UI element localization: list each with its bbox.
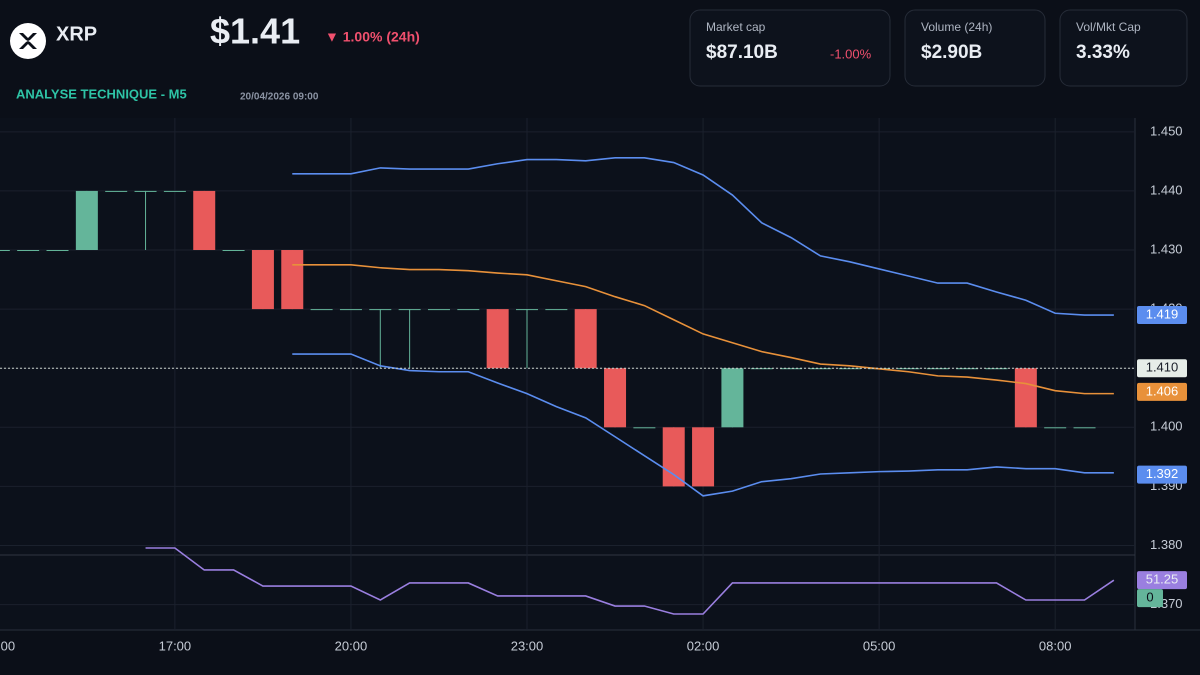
volume-tag (1137, 589, 1163, 608)
timestamp: 20/04/2026 09:00 (240, 92, 319, 103)
oscillator-tag (1137, 571, 1187, 590)
price-tag-label: 1.419 (1146, 306, 1179, 321)
stat-card (1059, 9, 1188, 87)
candle-body (633, 427, 656, 429)
stat-change: -1.00% (830, 46, 872, 61)
y-tick-label: 1.380 (1150, 537, 1183, 552)
plot-area (0, 118, 1135, 630)
section-title: ANALYSE TECHNIQUE - M5 (16, 86, 187, 101)
price-tag-label: 1.392 (1146, 466, 1179, 481)
candle-body (339, 309, 362, 311)
candle-body (163, 190, 186, 192)
stat-card (689, 9, 891, 87)
y-tick-label: 1.450 (1150, 123, 1183, 138)
price-tag-label: 1.410 (1146, 360, 1179, 375)
stat-value: $2.90B (921, 42, 982, 63)
symbol: XRP (56, 23, 97, 45)
candle-body (427, 309, 450, 311)
stat-card (904, 9, 1046, 87)
stat-value: 3.33% (1076, 42, 1130, 63)
price-change: ▼ 1.00% (24h) (325, 29, 420, 45)
price: $1.41 (210, 11, 300, 52)
candle-body (251, 250, 274, 310)
x-tick-label: 08:00 (1039, 638, 1072, 653)
candle-body (457, 309, 480, 311)
price-tag (1137, 359, 1187, 378)
x-tick-label: 05:00 (863, 638, 896, 653)
candle-body (1044, 427, 1067, 429)
oscillator-line (145, 547, 1115, 615)
candle-body (662, 427, 685, 487)
candle-body (574, 309, 597, 369)
candle-body (692, 427, 715, 487)
x-tick-label: 17:00 (159, 638, 192, 653)
price-tag-label: 1.406 (1146, 383, 1179, 398)
x-tick-label: 20:00 (335, 638, 368, 653)
y-tick-label: 1.400 (1150, 419, 1183, 434)
stat-value: $87.10B (706, 42, 778, 63)
band-line (292, 157, 1114, 316)
volume-tag-label: 0 (1146, 590, 1153, 605)
candle-body (222, 250, 245, 252)
candle-body (956, 368, 979, 370)
x-tick-label: 23:00 (511, 638, 544, 653)
band-line (292, 353, 1114, 497)
price-tag (1137, 465, 1187, 484)
candle-body (134, 190, 157, 192)
candle-body (17, 250, 40, 252)
price-tag (1137, 382, 1187, 401)
candle-body (1073, 427, 1096, 429)
candle-body (1014, 368, 1037, 428)
x-tick-label: 14:00 (0, 638, 15, 653)
candle-body (486, 309, 509, 369)
stat-label: Volume (24h) (921, 20, 992, 34)
candle-body (310, 309, 333, 311)
plot (0, 118, 1135, 630)
y-tick-label: 1.430 (1150, 241, 1183, 256)
x-tick-label: 02:00 (687, 638, 720, 653)
candle-body (780, 368, 803, 370)
oscillator-tag-label: 51.25 (1146, 572, 1179, 587)
stat-label: Vol/Mkt Cap (1076, 20, 1141, 34)
candle-body (75, 190, 98, 251)
y-tick-label: 1.440 (1150, 182, 1183, 197)
candle-body (604, 368, 627, 428)
band-line (292, 263, 1114, 395)
price-tag (1137, 306, 1187, 325)
logo-icon (19, 33, 37, 49)
candle-body (369, 309, 392, 311)
candle-body (105, 190, 128, 192)
candle-body (545, 309, 568, 311)
candle-body (46, 250, 69, 252)
candle-body (281, 250, 304, 310)
candle-body (193, 190, 216, 251)
candle-body (0, 250, 10, 252)
candle-body (516, 309, 539, 311)
candle-body (721, 368, 744, 428)
stat-label: Market cap (706, 20, 766, 34)
candle-body (398, 309, 421, 311)
